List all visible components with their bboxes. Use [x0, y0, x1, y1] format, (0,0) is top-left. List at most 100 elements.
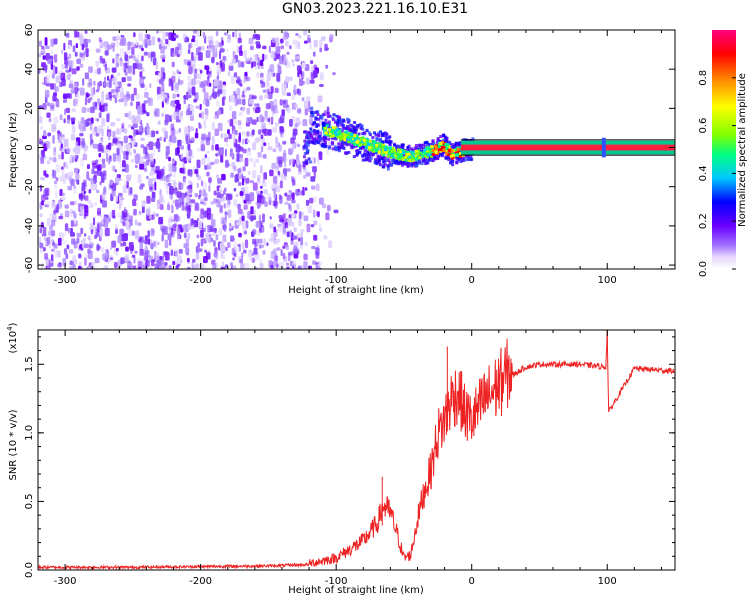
noise-speckle: [131, 115, 136, 124]
noise-speckle: [132, 65, 135, 75]
noise-speckle: [93, 143, 98, 149]
noise-speckle: [177, 139, 182, 147]
noise-speckle: [120, 97, 124, 103]
signal-halo: [336, 122, 339, 126]
noise-speckle: [58, 154, 62, 160]
noise-speckle: [154, 181, 157, 191]
noise-speckle: [246, 139, 250, 143]
noise-speckle: [184, 248, 190, 254]
noise-speckle: [178, 76, 181, 84]
noise-speckle: [304, 241, 308, 247]
noise-speckle: [82, 78, 85, 86]
noise-speckle: [304, 64, 310, 71]
signal-halo: [400, 161, 404, 164]
noise-speckle: [81, 138, 85, 146]
noise-speckle: [289, 159, 292, 166]
noise-speckle: [97, 207, 102, 216]
signal-halo: [324, 141, 327, 144]
signal-halo: [388, 155, 392, 159]
noise-speckle: [168, 173, 172, 177]
signal-halo: [386, 167, 390, 171]
signal-halo: [381, 165, 385, 169]
noise-speckle: [45, 140, 50, 148]
signal-core: [430, 154, 433, 158]
noise-speckle: [101, 58, 106, 64]
noise-speckle: [59, 189, 63, 197]
signal-halo: [308, 160, 312, 164]
signal-halo: [435, 157, 439, 160]
signal-halo: [327, 137, 331, 141]
noise-speckle: [201, 133, 206, 141]
noise-speckle: [99, 139, 104, 144]
signal-halo: [319, 114, 323, 118]
noise-speckle: [141, 205, 145, 214]
noise-speckle: [239, 50, 243, 56]
noise-speckle: [257, 194, 262, 204]
noise-speckle: [219, 50, 222, 60]
noise-speckle: [75, 43, 78, 49]
noise-speckle: [61, 166, 64, 170]
noise-speckle: [265, 84, 271, 90]
colorbar-label: Normalized spectral amplitude: [737, 73, 748, 227]
noise-speckle: [193, 53, 199, 61]
noise-speckle: [45, 75, 50, 84]
noise-speckle: [74, 200, 78, 205]
noise-speckle: [119, 127, 122, 135]
signal-core: [335, 128, 339, 132]
signal-core: [392, 149, 396, 153]
signal-halo: [462, 159, 466, 162]
noise-speckle: [176, 146, 180, 154]
signal-halo: [339, 123, 343, 127]
noise-speckle: [303, 169, 308, 173]
signal-halo: [346, 120, 350, 124]
noise-speckle: [70, 133, 76, 141]
noise-speckle: [291, 59, 295, 63]
noise-speckle: [125, 164, 129, 173]
signal-halo: [431, 139, 435, 143]
noise-speckle: [151, 36, 156, 46]
signal-core: [358, 137, 362, 141]
noise-speckle: [166, 185, 169, 195]
snr-marks: [38, 330, 675, 570]
noise-speckle: [168, 226, 172, 231]
noise-speckle: [101, 218, 104, 225]
signal-core: [384, 148, 387, 152]
noise-speckle: [227, 242, 231, 248]
x-tick-label: -100: [325, 275, 348, 286]
noise-speckle: [131, 230, 135, 236]
noise-speckle: [199, 69, 203, 74]
noise-speckle: [131, 93, 135, 102]
signal-core: [339, 134, 343, 138]
noise-speckle: [274, 254, 278, 262]
signal-halo: [323, 143, 327, 147]
signal-core: [373, 146, 377, 150]
noise-speckle: [68, 171, 74, 177]
noise-speckle: [305, 77, 310, 85]
signal-halo: [336, 124, 340, 128]
noise-speckle: [233, 199, 238, 207]
signal-core: [380, 151, 384, 155]
noise-speckle: [63, 42, 66, 51]
signal-core: [350, 132, 354, 136]
signal-core: [389, 146, 392, 150]
signal-core: [353, 134, 357, 138]
noise-speckle: [220, 63, 225, 72]
noise-speckle: [253, 247, 258, 255]
noise-speckle: [178, 249, 183, 254]
snr-xlabel: Height of straight line (km): [288, 585, 424, 596]
signal-core: [398, 157, 401, 161]
signal-halo: [311, 113, 315, 117]
noise-speckle: [255, 41, 261, 45]
noise-speckle: [155, 62, 158, 70]
noise-speckle: [108, 157, 111, 165]
noise-speckle: [135, 41, 138, 46]
noise-speckle: [60, 197, 66, 201]
signal-core: [350, 139, 354, 143]
noise-speckle: [284, 201, 289, 205]
noise-speckle: [59, 266, 62, 269]
noise-speckle: [273, 72, 276, 77]
noise-speckle: [265, 80, 270, 86]
signal-halo: [336, 146, 340, 150]
noise-speckle: [318, 223, 322, 232]
noise-speckle: [297, 41, 301, 50]
